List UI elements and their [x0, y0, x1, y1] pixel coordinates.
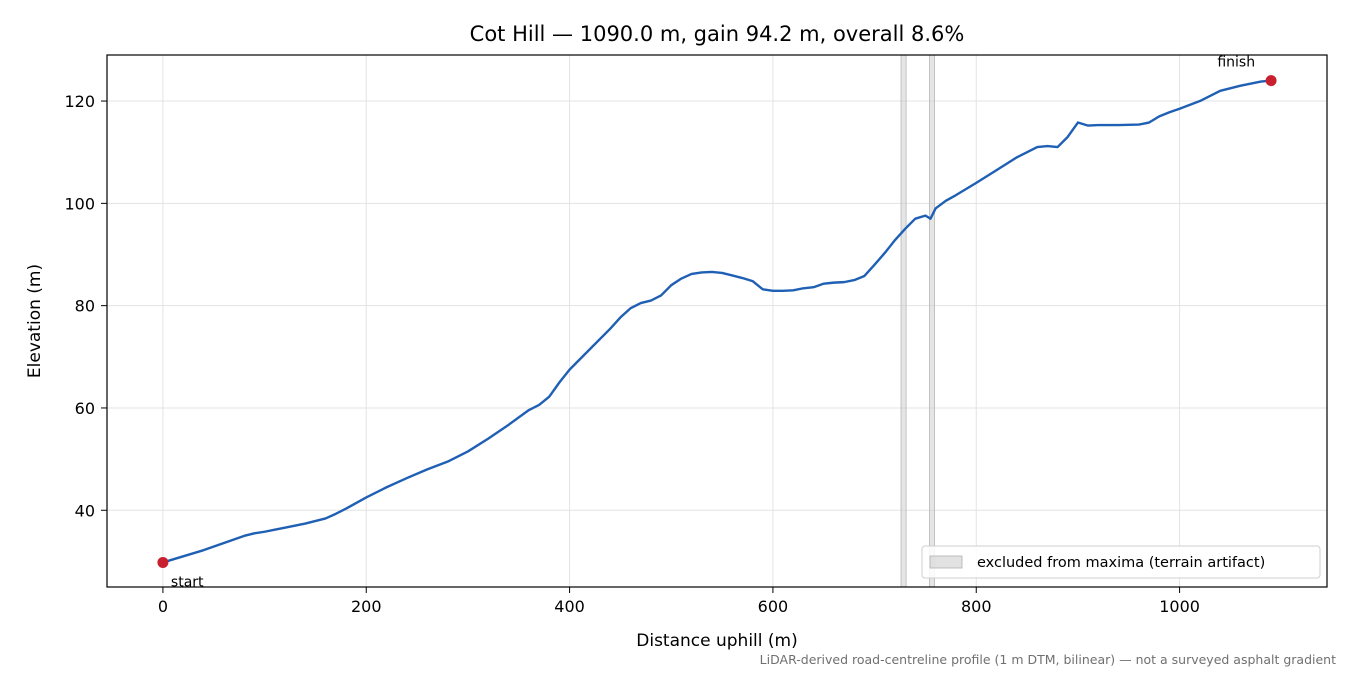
marker-start: [157, 556, 169, 568]
marker-finish: [1265, 75, 1277, 87]
y-axis-label: Elevation (m): [25, 264, 45, 378]
elevation-line: [161, 79, 1273, 564]
x-axis-label: Distance uphill (m): [636, 631, 797, 651]
marker-label-start: start: [171, 574, 204, 590]
legend-label-excluded: excluded from maxima (terrain artifact): [977, 555, 1265, 571]
x-tick-label: 400: [554, 597, 585, 616]
y-tick-label: 60: [75, 399, 95, 418]
y-tick-label: 100: [64, 194, 95, 213]
x-tick-label: 0: [158, 597, 168, 616]
excluded-band: [929, 54, 935, 588]
axis-ticks: 0 200 400 600 800 1000 40 60 80 100 120: [64, 92, 1199, 616]
plot-frame: [106, 54, 1328, 588]
y-tick-label: 40: [75, 501, 95, 520]
chart-title: Cot Hill — 1090.0 m, gain 94.2 m, overal…: [470, 22, 965, 46]
legend: excluded from maxima (terrain artifact): [921, 545, 1321, 579]
footnote: LiDAR-derived road-centreline profile (1…: [760, 652, 1336, 667]
x-tick-label: 200: [351, 597, 382, 616]
excluded-bands: [900, 54, 935, 588]
x-tick-label: 800: [961, 597, 992, 616]
marker-label-finish: finish: [1217, 55, 1255, 71]
legend-box: [921, 545, 1321, 579]
x-tick-label: 1000: [1159, 597, 1200, 616]
series-layer: [161, 79, 1273, 564]
x-tick-label: 600: [758, 597, 789, 616]
excluded-band: [900, 54, 907, 588]
grid: [107, 55, 1327, 587]
y-tick-label: 80: [75, 297, 95, 316]
legend-swatch-excluded: [929, 555, 963, 569]
y-tick-label: 120: [64, 92, 95, 111]
